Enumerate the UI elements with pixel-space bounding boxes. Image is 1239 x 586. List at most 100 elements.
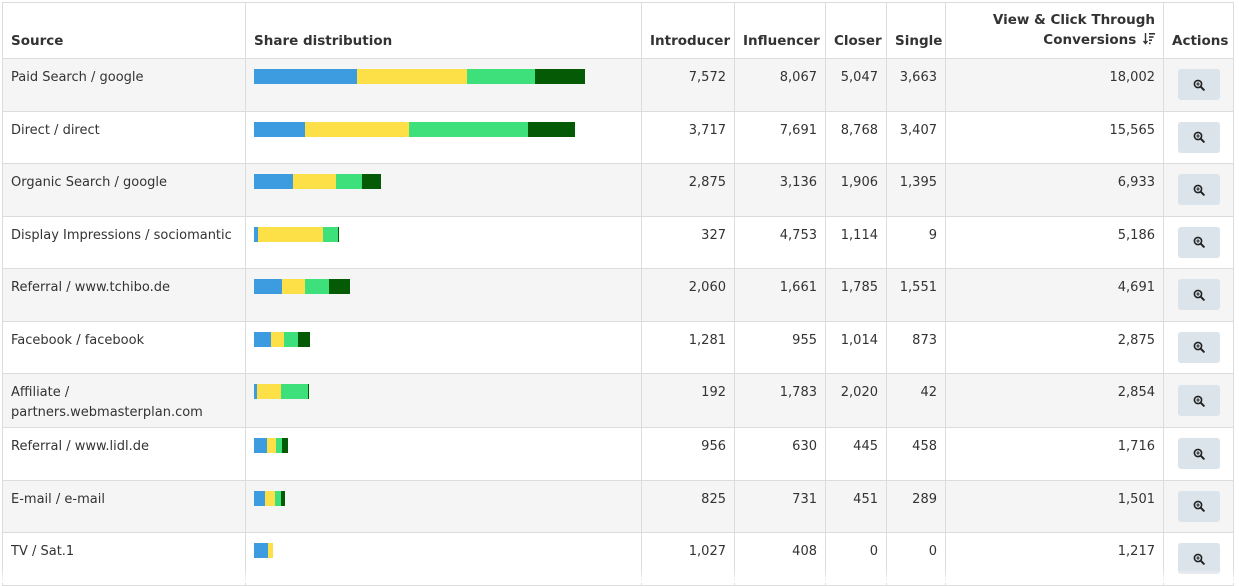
share-distribution-cell [246, 480, 642, 533]
share-distribution-cell [246, 59, 642, 112]
source-cell: Direct / direct [3, 111, 246, 164]
introducer-cell: 825 [642, 480, 735, 533]
share-distribution-bar [254, 174, 633, 189]
zoom-button[interactable] [1178, 491, 1220, 522]
actions-cell [1164, 216, 1234, 269]
column-header-label-line2: Conversions [1043, 32, 1136, 48]
conversions-cell: 4,691 [946, 269, 1164, 322]
influencer-cell: 8,067 [735, 59, 826, 112]
column-header-share: Share distribution [246, 3, 642, 59]
influencer-cell: 408 [735, 533, 826, 586]
influencer-cell: 4,753 [735, 216, 826, 269]
source-cell: Affiliate / partners.webmasterplan.com [3, 374, 246, 428]
source-cell: Organic Search / google [3, 164, 246, 217]
share-segment-single [308, 384, 309, 399]
zoom-button[interactable] [1178, 279, 1220, 310]
actions-cell [1164, 428, 1234, 481]
single-cell: 42 [887, 374, 946, 428]
share-segment-introducer [254, 174, 293, 189]
column-header-label: Introducer [650, 33, 730, 49]
share-segment-introducer [254, 332, 271, 347]
single-cell: 458 [887, 428, 946, 481]
zoom-in-icon [1193, 553, 1205, 565]
column-header-label: Influencer [743, 33, 820, 49]
share-segment-influencer [258, 227, 323, 242]
influencer-cell: 7,691 [735, 111, 826, 164]
introducer-cell: 956 [642, 428, 735, 481]
closer-cell: 5,047 [826, 59, 887, 112]
zoom-in-icon [1193, 500, 1205, 512]
conversions-cell: 1,716 [946, 428, 1164, 481]
zoom-button[interactable] [1178, 122, 1220, 153]
share-distribution-cell [246, 216, 642, 269]
zoom-button[interactable] [1178, 438, 1220, 469]
closer-cell: 1,785 [826, 269, 887, 322]
actions-cell [1164, 533, 1234, 586]
share-distribution-bar [254, 279, 633, 294]
share-distribution-bar [254, 543, 633, 558]
column-header-closer[interactable]: Closer [826, 3, 887, 59]
share-segment-closer [336, 174, 362, 189]
share-segment-single [298, 332, 310, 347]
zoom-in-icon [1193, 131, 1205, 143]
column-header-conversions[interactable]: View & Click Through Conversions [946, 3, 1164, 59]
share-segment-single [329, 279, 350, 294]
share-segment-influencer [293, 174, 336, 189]
share-distribution-cell [246, 164, 642, 217]
influencer-cell: 731 [735, 480, 826, 533]
column-header-label: Share distribution [254, 33, 392, 49]
introducer-cell: 3,717 [642, 111, 735, 164]
zoom-button[interactable] [1178, 227, 1220, 258]
zoom-in-icon [1193, 448, 1205, 460]
influencer-cell: 955 [735, 321, 826, 374]
share-segment-influencer [357, 69, 467, 84]
sort-descending-icon[interactable] [1143, 31, 1155, 51]
share-distribution-bar [254, 227, 633, 242]
closer-cell: 0 [826, 533, 887, 586]
share-distribution-cell [246, 374, 642, 428]
introducer-cell: 1,027 [642, 533, 735, 586]
source-cell: Facebook / facebook [3, 321, 246, 374]
single-cell: 1,551 [887, 269, 946, 322]
share-segment-closer [281, 384, 308, 399]
column-header-influencer[interactable]: Influencer [735, 3, 826, 59]
zoom-button[interactable] [1178, 69, 1220, 100]
conversions-cell: 2,854 [946, 374, 1164, 428]
conversions-cell: 2,875 [946, 321, 1164, 374]
zoom-button[interactable] [1178, 543, 1220, 574]
source-cell: TV / Sat.1 [3, 533, 246, 586]
conversions-cell: 1,501 [946, 480, 1164, 533]
zoom-button[interactable] [1178, 332, 1220, 363]
share-segment-single [281, 491, 285, 506]
column-header-introducer[interactable]: Introducer [642, 3, 735, 59]
zoom-in-icon [1193, 289, 1205, 301]
column-header-label: Single [895, 33, 942, 49]
share-segment-single [535, 69, 585, 84]
share-distribution-bar [254, 384, 633, 399]
column-header-single[interactable]: Single [887, 3, 946, 59]
zoom-button[interactable] [1178, 385, 1220, 416]
column-header-label-line1: View & Click Through [993, 12, 1155, 28]
column-header-label: Actions [1172, 33, 1228, 49]
column-header-actions: Actions [1164, 3, 1234, 59]
zoom-button[interactable] [1178, 174, 1220, 205]
share-segment-closer [467, 69, 536, 84]
actions-cell [1164, 321, 1234, 374]
share-segment-influencer [265, 491, 275, 506]
share-distribution-bar [254, 122, 633, 137]
zoom-in-icon [1193, 236, 1205, 248]
single-cell: 873 [887, 321, 946, 374]
header-row: Source Share distribution Introducer Inf… [3, 3, 1234, 59]
share-segment-influencer [305, 122, 410, 137]
column-header-source[interactable]: Source [3, 3, 246, 59]
share-segment-introducer [254, 122, 305, 137]
single-cell: 0 [887, 533, 946, 586]
conversions-cell: 6,933 [946, 164, 1164, 217]
closer-cell: 8,768 [826, 111, 887, 164]
column-header-label: Closer [834, 33, 882, 49]
